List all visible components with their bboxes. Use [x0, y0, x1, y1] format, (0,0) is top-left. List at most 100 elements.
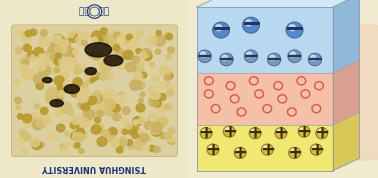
Circle shape — [30, 137, 40, 147]
Circle shape — [136, 49, 141, 54]
Circle shape — [46, 49, 54, 56]
Circle shape — [262, 144, 273, 155]
Circle shape — [127, 42, 135, 49]
Circle shape — [166, 103, 173, 109]
Circle shape — [213, 22, 229, 38]
Circle shape — [49, 44, 57, 52]
Circle shape — [54, 58, 62, 65]
Circle shape — [301, 90, 310, 98]
Circle shape — [59, 72, 68, 80]
Circle shape — [130, 80, 141, 90]
Text: −: − — [286, 47, 303, 66]
Circle shape — [32, 120, 43, 130]
Circle shape — [83, 88, 90, 95]
Text: −: − — [240, 12, 262, 38]
Polygon shape — [333, 0, 359, 73]
Circle shape — [100, 61, 112, 72]
Polygon shape — [333, 60, 359, 125]
Circle shape — [88, 96, 97, 104]
Circle shape — [160, 133, 166, 139]
Circle shape — [139, 82, 145, 87]
Circle shape — [290, 52, 295, 57]
Text: −: − — [196, 47, 213, 66]
Circle shape — [140, 92, 145, 97]
Circle shape — [81, 103, 90, 111]
Circle shape — [46, 88, 58, 99]
Circle shape — [54, 86, 64, 95]
Circle shape — [18, 113, 23, 118]
Circle shape — [107, 54, 113, 60]
Text: −: − — [307, 50, 324, 69]
Circle shape — [49, 43, 60, 54]
Circle shape — [101, 130, 110, 138]
Circle shape — [126, 124, 132, 130]
Text: −: − — [266, 50, 283, 69]
Circle shape — [74, 32, 81, 38]
Circle shape — [48, 47, 54, 53]
Circle shape — [125, 62, 136, 72]
Circle shape — [151, 122, 162, 133]
Circle shape — [85, 110, 95, 119]
Circle shape — [236, 149, 241, 153]
Circle shape — [111, 139, 120, 147]
Text: +: + — [314, 124, 329, 142]
Circle shape — [118, 128, 125, 135]
Circle shape — [91, 93, 102, 104]
Circle shape — [120, 117, 129, 125]
Circle shape — [62, 39, 70, 47]
Circle shape — [200, 52, 205, 57]
Circle shape — [204, 77, 213, 85]
Circle shape — [119, 137, 127, 145]
Circle shape — [104, 99, 115, 110]
Circle shape — [22, 132, 31, 141]
Circle shape — [202, 129, 207, 134]
Circle shape — [19, 57, 26, 63]
Circle shape — [53, 34, 63, 43]
Circle shape — [119, 142, 126, 148]
Circle shape — [30, 55, 37, 61]
Circle shape — [116, 55, 121, 60]
Circle shape — [23, 44, 31, 52]
Circle shape — [157, 117, 167, 127]
Circle shape — [116, 147, 123, 153]
Circle shape — [60, 103, 72, 114]
Circle shape — [128, 32, 137, 41]
Circle shape — [110, 44, 118, 51]
Circle shape — [298, 126, 310, 137]
Circle shape — [132, 56, 140, 63]
Circle shape — [117, 31, 124, 37]
Circle shape — [97, 110, 104, 117]
Circle shape — [138, 62, 144, 68]
Circle shape — [270, 55, 275, 60]
Circle shape — [220, 53, 233, 66]
Circle shape — [60, 45, 72, 56]
Circle shape — [22, 59, 29, 66]
Circle shape — [69, 48, 77, 56]
Circle shape — [83, 114, 91, 122]
Circle shape — [71, 131, 81, 140]
Circle shape — [108, 127, 117, 136]
Circle shape — [46, 94, 56, 104]
Circle shape — [91, 37, 98, 44]
Circle shape — [215, 25, 222, 31]
Circle shape — [108, 130, 115, 136]
Circle shape — [57, 56, 62, 60]
Circle shape — [23, 118, 34, 128]
Circle shape — [79, 62, 86, 68]
Circle shape — [54, 67, 60, 72]
Circle shape — [23, 32, 30, 40]
Circle shape — [167, 47, 174, 53]
Circle shape — [151, 126, 162, 136]
Circle shape — [113, 45, 119, 51]
Circle shape — [71, 116, 80, 124]
Circle shape — [91, 51, 101, 60]
Circle shape — [22, 114, 32, 123]
Circle shape — [237, 108, 246, 116]
Circle shape — [47, 132, 57, 142]
Circle shape — [137, 82, 144, 89]
Circle shape — [90, 78, 95, 82]
Circle shape — [75, 133, 84, 142]
Circle shape — [72, 81, 83, 91]
Circle shape — [70, 121, 79, 129]
Circle shape — [102, 33, 113, 44]
